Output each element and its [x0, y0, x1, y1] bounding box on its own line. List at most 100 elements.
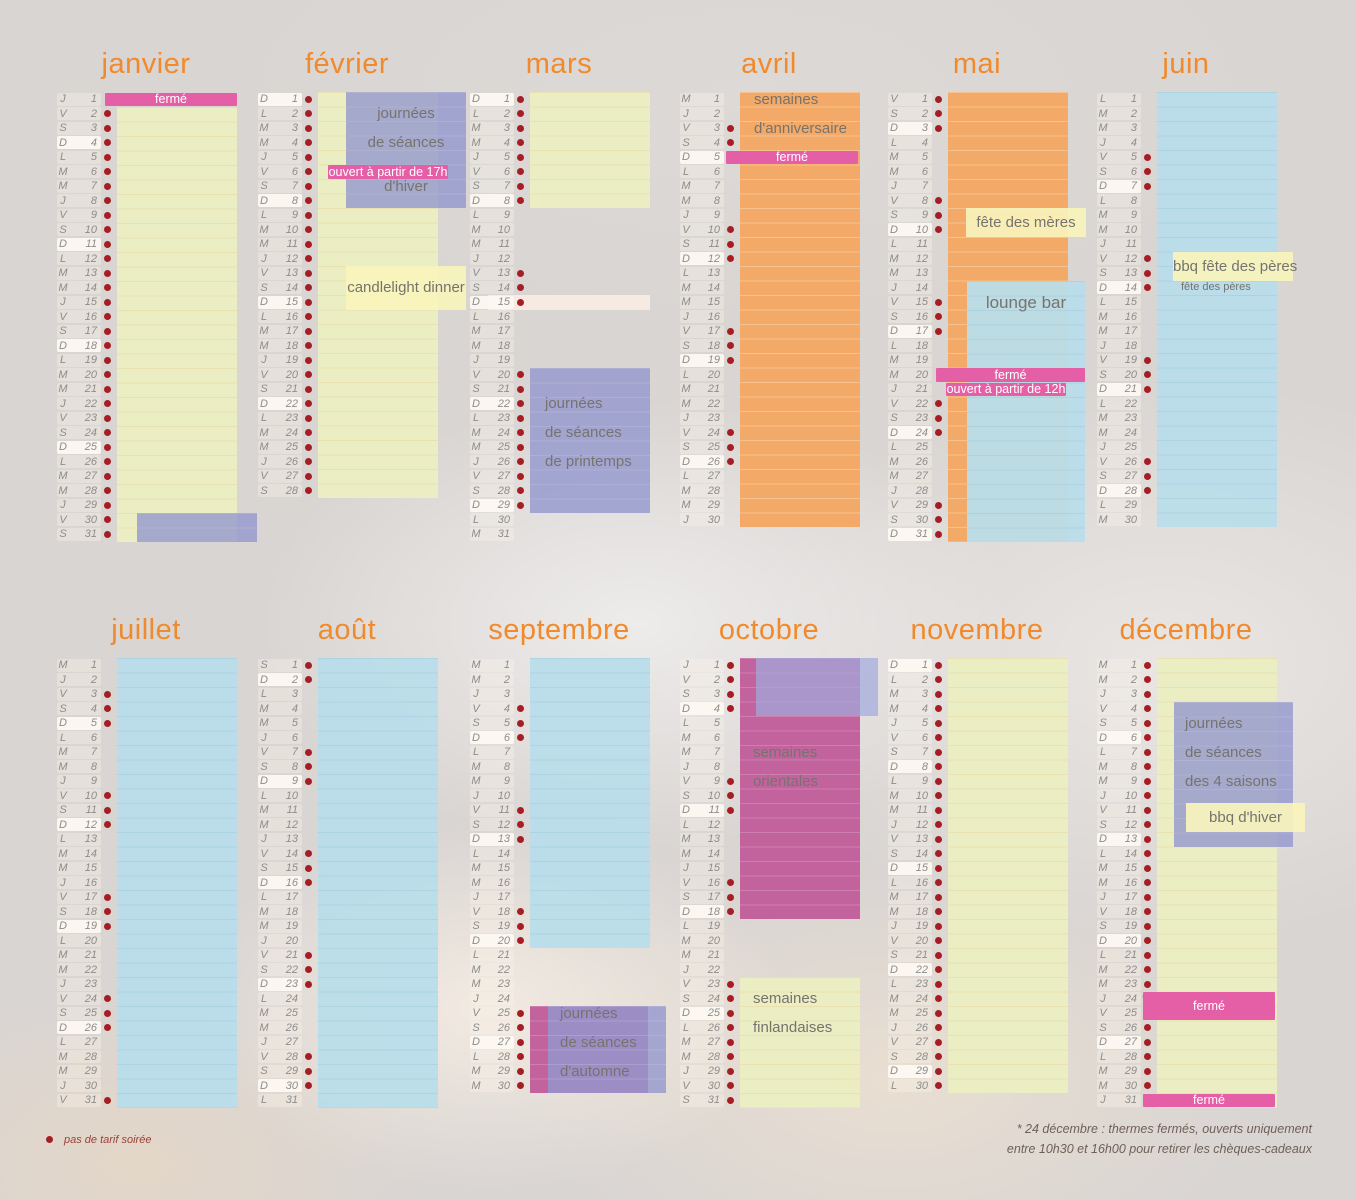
day-row-strip: [57, 832, 101, 846]
day-row-strip: [470, 136, 514, 149]
day-letter: J: [683, 760, 689, 773]
day-row-strip: [888, 513, 932, 526]
footnote-legend-text: pas de tarif soirée: [64, 1134, 152, 1146]
day-row: M 24: [468, 426, 530, 441]
day-row-strip: [1097, 760, 1141, 773]
day-row-strip: [888, 281, 932, 294]
month-title: décembre: [1119, 614, 1253, 646]
day-row: J24*: [1095, 992, 1157, 1007]
day-letter: L: [1099, 847, 1107, 860]
no-evening-rate-dot-icon: [104, 516, 111, 523]
month-title: janvier: [101, 48, 191, 80]
overlay-block: [346, 266, 466, 310]
day-number: 29: [497, 499, 510, 511]
day-row: L 23: [256, 411, 318, 426]
day-number: 3: [921, 122, 928, 134]
day-row: M 21: [678, 948, 740, 963]
day-row: J 12: [886, 818, 948, 833]
no-evening-rate-dot-icon: [305, 879, 312, 886]
day-number: 5: [503, 151, 510, 163]
day-row: V 15: [886, 295, 948, 310]
day-row-strip: [888, 934, 932, 947]
day-row-strip: [888, 789, 932, 802]
day-number: 23: [84, 412, 97, 424]
day-letter: S: [260, 760, 268, 773]
no-evening-rate-dot-icon: [305, 951, 312, 959]
day-number: 17: [497, 325, 510, 337]
day-row-strip: [888, 1035, 932, 1049]
no-evening-rate-dot-icon: [104, 400, 111, 407]
day-number: 1: [1130, 93, 1137, 105]
day-number: 23: [84, 978, 97, 990]
day-letter: D: [682, 252, 690, 265]
day-row-strip: [888, 702, 932, 715]
no-evening-rate-dot-icon: [935, 313, 942, 320]
day-number: 29: [1124, 1065, 1137, 1077]
no-evening-rate-dot-icon: [1144, 356, 1151, 364]
day-row: M 25: [256, 1006, 318, 1021]
day-number: 13: [497, 833, 510, 845]
no-evening-rate-dot-icon: [305, 240, 312, 248]
day-row: M 20: [886, 368, 948, 383]
day-row-strip: [258, 673, 302, 686]
day-row: L 10: [256, 789, 318, 804]
day-letter: D: [890, 426, 898, 439]
day-letter: S: [260, 281, 268, 294]
day-letter: L: [1099, 397, 1107, 410]
day-letter: S: [472, 1021, 480, 1034]
day-letter: V: [472, 905, 480, 918]
event-label: candlelight dinner: [347, 279, 465, 297]
day-letter: J: [473, 891, 479, 903]
no-evening-rate-dot-icon: [935, 690, 942, 698]
no-evening-rate-dot-icon: [1144, 705, 1151, 712]
day-number: 18: [1124, 905, 1137, 918]
no-evening-rate-dot-icon: [305, 1082, 312, 1089]
day-letter: S: [682, 789, 690, 802]
day-row-strip: [470, 673, 514, 686]
day-row: L 23: [886, 977, 948, 992]
day-number: 15: [497, 862, 510, 874]
highlight-band: [530, 92, 650, 208]
day-letter: D: [472, 499, 480, 511]
no-evening-rate-dot-icon: [935, 1053, 942, 1060]
day-row: V 16: [55, 310, 117, 325]
no-evening-rate-dot-icon: [935, 110, 942, 117]
day-row: M 31: [468, 527, 530, 542]
day-number: 23: [497, 412, 510, 424]
day-row-strip: [1097, 731, 1141, 744]
day-number: 18: [707, 905, 720, 918]
no-evening-rate-dot-icon: [104, 139, 111, 146]
day-letter: V: [1099, 905, 1107, 918]
day-number: 30: [84, 513, 97, 526]
day-row: J 12: [256, 252, 318, 267]
day-number: 4: [921, 702, 928, 715]
day-row: V 18: [468, 905, 530, 920]
no-evening-rate-dot-icon: [517, 95, 524, 103]
day-number: 30: [497, 1079, 510, 1092]
day-row-strip: [680, 469, 724, 483]
day-letter: M: [471, 963, 481, 976]
day-row: L 29: [1095, 498, 1157, 513]
no-evening-rate-dot-icon: [727, 792, 734, 799]
overlay-block: [1186, 803, 1305, 832]
day-row-strip: [1097, 1079, 1141, 1092]
day-number: 26: [707, 1021, 720, 1034]
day-row-strip: [57, 455, 101, 468]
day-letter: S: [682, 441, 690, 453]
day-number: 7: [503, 180, 510, 192]
no-evening-rate-dot-icon: [517, 371, 524, 378]
day-letter: L: [890, 876, 898, 889]
day-number: 25: [915, 1007, 928, 1019]
no-evening-rate-dot-icon: [104, 356, 111, 364]
day-row: M 23: [1095, 411, 1157, 426]
day-row: V 12: [1095, 252, 1157, 267]
